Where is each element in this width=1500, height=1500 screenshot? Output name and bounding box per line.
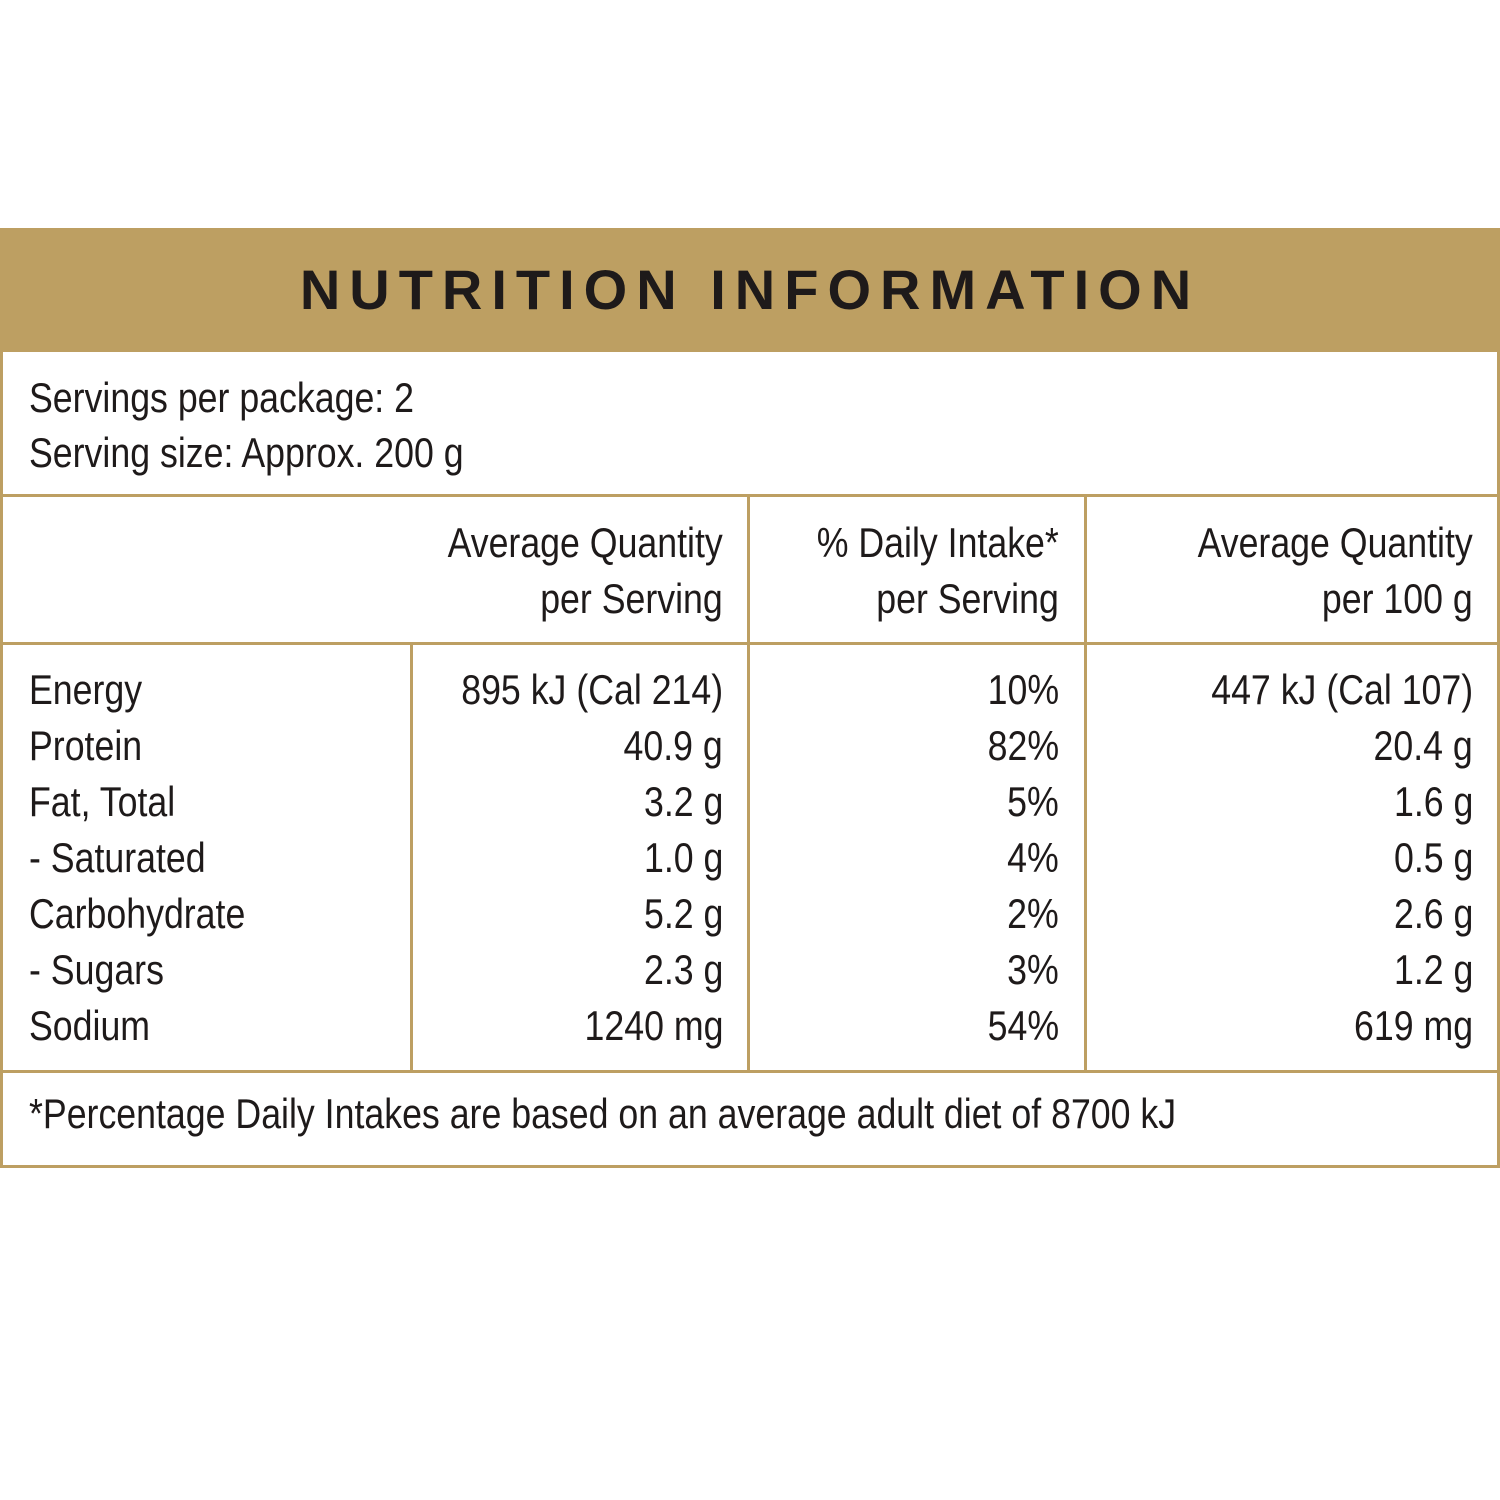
per-serving-value: 2.3 g xyxy=(643,946,723,993)
nutrient-name: Carbohydrate xyxy=(29,890,246,937)
per-100g-value: 20.4 g xyxy=(1373,722,1473,769)
serving-size: Serving size: Approx. 200 g xyxy=(29,429,464,476)
header-per-serving-line1: Average Quantity xyxy=(447,519,723,566)
nutrient-name: Energy xyxy=(29,666,143,713)
table-row: Carbohydrate 5.2 g 2% 2.6 g xyxy=(3,886,1497,942)
per-serving-value: 40.9 g xyxy=(623,722,723,769)
header-per-100g-line1: Average Quantity xyxy=(1197,519,1473,566)
header-daily-intake-line1: % Daily Intake* xyxy=(816,519,1059,566)
per-100g-value: 1.2 g xyxy=(1393,946,1473,993)
nutrition-panel: NUTRITION INFORMATION Servings per packa… xyxy=(0,228,1500,1168)
daily-intake-value: 10% xyxy=(987,666,1059,713)
panel-title: NUTRITION INFORMATION xyxy=(299,258,1201,321)
nutrient-name: - Saturated xyxy=(29,834,206,881)
header-per-serving: Average Quantity per Serving xyxy=(448,515,723,627)
title-bar: NUTRITION INFORMATION xyxy=(0,228,1500,352)
table-row: Fat, Total 3.2 g 5% 1.6 g xyxy=(3,774,1497,830)
daily-intake-value: 4% xyxy=(1007,834,1059,881)
table-row: Protein 40.9 g 82% 20.4 g xyxy=(3,718,1497,774)
table-row: - Saturated 1.0 g 4% 0.5 g xyxy=(3,830,1497,886)
per-100g-value: 0.5 g xyxy=(1393,834,1473,881)
divider-servings xyxy=(3,494,1497,497)
nutrient-name: Sodium xyxy=(29,1002,151,1049)
daily-intake-value: 3% xyxy=(1007,946,1059,993)
per-100g-value: 447 kJ (Cal 107) xyxy=(1211,666,1473,713)
header-daily-intake: % Daily Intake* per Serving xyxy=(817,515,1059,627)
header-per-serving-line2: per Serving xyxy=(540,575,723,622)
daily-intake-value: 2% xyxy=(1007,890,1059,937)
divider-footnote xyxy=(3,1070,1497,1073)
per-100g-value: 619 mg xyxy=(1353,1002,1473,1049)
servings-per-package: Servings per package: 2 xyxy=(29,374,414,421)
header-per-100g: Average Quantity per 100 g xyxy=(1198,515,1473,627)
header-per-100g-line2: per 100 g xyxy=(1322,575,1473,622)
footnote: *Percentage Daily Intakes are based on a… xyxy=(29,1090,1177,1137)
per-serving-value: 5.2 g xyxy=(643,890,723,937)
daily-intake-value: 82% xyxy=(987,722,1059,769)
header-daily-intake-line2: per Serving xyxy=(876,575,1059,622)
column-divider-name xyxy=(410,645,413,1070)
daily-intake-value: 54% xyxy=(987,1002,1059,1049)
per-serving-value: 895 kJ (Cal 214) xyxy=(461,666,723,713)
table-row: Energy 895 kJ (Cal 214) 10% 447 kJ (Cal … xyxy=(3,662,1497,718)
per-serving-value: 1.0 g xyxy=(643,834,723,881)
table-row: Sodium 1240 mg 54% 619 mg xyxy=(3,998,1497,1054)
per-100g-value: 1.6 g xyxy=(1393,778,1473,825)
nutrient-name: Fat, Total xyxy=(29,778,176,825)
nutrient-name: - Sugars xyxy=(29,946,164,993)
daily-intake-value: 5% xyxy=(1007,778,1059,825)
column-divider-1 xyxy=(747,497,750,1070)
per-serving-value: 3.2 g xyxy=(643,778,723,825)
column-divider-2 xyxy=(1084,497,1087,1070)
divider-header xyxy=(3,642,1497,645)
nutrient-name: Protein xyxy=(29,722,143,769)
per-100g-value: 2.6 g xyxy=(1393,890,1473,937)
table-row: - Sugars 2.3 g 3% 1.2 g xyxy=(3,942,1497,998)
per-serving-value: 1240 mg xyxy=(584,1002,723,1049)
